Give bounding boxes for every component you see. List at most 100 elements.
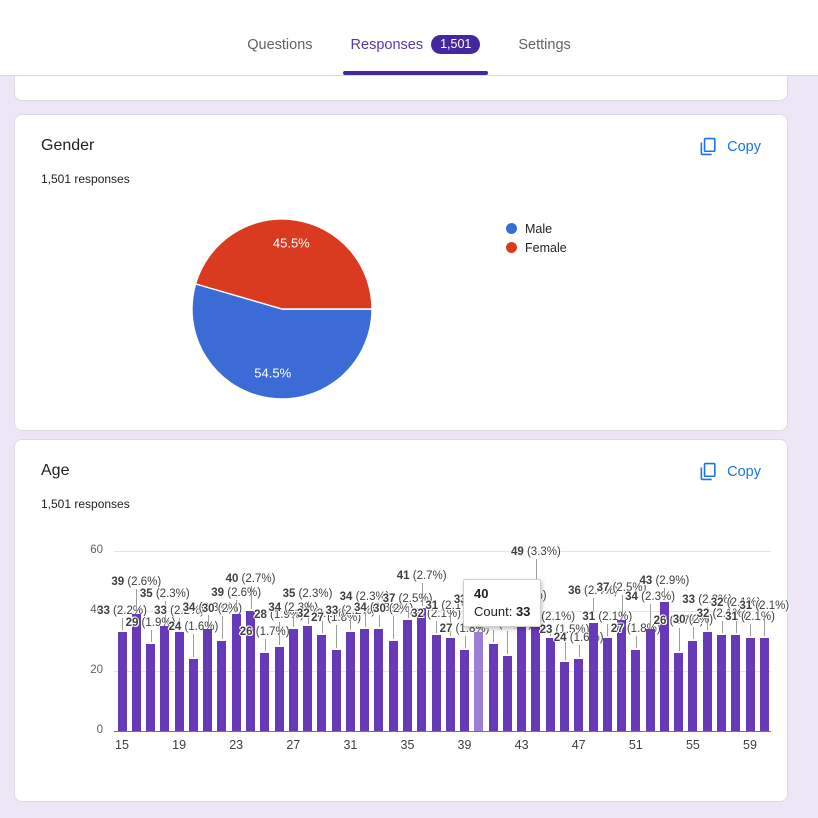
bar-age-27[interactable]: [288, 629, 298, 731]
x-axis-baseline: [114, 731, 771, 732]
bar-age-15[interactable]: [117, 632, 127, 731]
bar-age-59[interactable]: [745, 638, 755, 731]
bar-age-45[interactable]: [545, 638, 555, 731]
age-card: Age 1,501 responses Copy 40 Count: 33 0 2…: [14, 439, 790, 802]
annotation-stem: [535, 559, 537, 582]
bar-age-34[interactable]: [388, 641, 398, 731]
bar-age-21[interactable]: [203, 629, 213, 731]
bar-age-33[interactable]: [374, 629, 384, 731]
annotation-stem: [207, 615, 209, 627]
bar-age-30[interactable]: [331, 650, 341, 731]
x-axis-label: 19: [172, 738, 187, 752]
bar-age-52[interactable]: [645, 629, 655, 731]
bar-age-38[interactable]: [445, 638, 455, 731]
tab-settings[interactable]: Settings: [512, 14, 576, 75]
bar-age-57[interactable]: [717, 635, 726, 731]
bar-age-24[interactable]: [246, 611, 255, 731]
bar-age-37[interactable]: [431, 635, 441, 731]
bar-age-56[interactable]: [702, 632, 712, 731]
x-axis-label: 39: [457, 738, 472, 752]
male-legend-label: Male: [525, 221, 553, 236]
tooltip-count-value: 33: [515, 604, 531, 619]
bar-age-44[interactable]: [531, 584, 541, 731]
bar-age-58[interactable]: [731, 635, 741, 731]
bar-age-40[interactable]: [474, 632, 484, 731]
bar-age-50[interactable]: [617, 620, 626, 731]
tab-responses[interactable]: Responses 1,501: [342, 14, 489, 75]
bar-annotation: 37 (2.5%): [382, 593, 433, 605]
bar-age-42[interactable]: [502, 656, 512, 731]
bar-age-43[interactable]: [517, 617, 527, 731]
gender-copy-button[interactable]: Copy: [699, 137, 761, 156]
bar-annotation: 32 (2.1%): [696, 608, 747, 620]
bar-age-20[interactable]: [188, 659, 198, 731]
annotation-stem: [735, 610, 737, 633]
tab-questions[interactable]: Questions: [241, 14, 318, 75]
bar-age-60[interactable]: [759, 638, 769, 731]
bar-annotation: 33 (2.2%): [154, 605, 205, 617]
bar-age-16[interactable]: [131, 614, 141, 731]
bar-age-26[interactable]: [274, 647, 284, 731]
age-chart-stage: 40 Count: 33 0 20 40 60 33 (2.2%) 39 (2.6%) 29…: [15, 521, 790, 771]
annotation-stem: [578, 645, 580, 657]
bar-age-19[interactable]: [174, 632, 184, 731]
bar-age-47[interactable]: [574, 659, 584, 731]
bar-age-32[interactable]: [360, 629, 370, 731]
annotation-stem: [564, 637, 566, 660]
x-axis-label: 43: [514, 738, 529, 752]
bar-age-17[interactable]: [146, 644, 155, 731]
y-axis-label: 60: [90, 544, 103, 556]
annotation-stem: [421, 583, 423, 606]
bar-age-18[interactable]: [160, 626, 170, 731]
bar-age-51[interactable]: [631, 650, 641, 731]
active-tab-underline: [342, 71, 489, 75]
tabs: Questions Responses 1,501 Settings: [241, 0, 577, 75]
annotation-stem: [193, 634, 195, 657]
bar-annotation: 39 (2.6%): [111, 576, 162, 588]
annotation-stem: [164, 601, 166, 624]
bar-age-22[interactable]: [217, 641, 227, 731]
bar-annotation: 34 (2.3%): [182, 602, 233, 614]
x-axis-label: 55: [685, 738, 700, 752]
bar-age-41[interactable]: [488, 644, 498, 731]
pie-slice-male[interactable]: [191, 283, 373, 400]
bar-age-39[interactable]: [460, 650, 469, 731]
bar-annotation: 39 (2.6%): [211, 587, 262, 599]
bar-age-35[interactable]: [403, 620, 412, 731]
age-copy-button[interactable]: Copy: [699, 462, 761, 481]
annotation-stem: [635, 636, 637, 648]
pie-slice-percentage: 45.5%: [273, 235, 310, 250]
bar-annotation: 36 (2.4%): [568, 585, 618, 597]
bar-age-46[interactable]: [560, 662, 569, 731]
annotation-stem: [136, 589, 138, 612]
bar-age-55[interactable]: [688, 641, 698, 731]
annotation-stem: [407, 606, 409, 618]
bar-age-23[interactable]: [231, 614, 241, 731]
bar-age-48[interactable]: [588, 623, 598, 731]
bar-age-36[interactable]: [417, 608, 427, 731]
bar-age-28[interactable]: [303, 626, 312, 731]
pie-slice-female[interactable]: [194, 218, 373, 310]
bar-annotation: 34 (2.3%): [353, 602, 404, 614]
bar-age-29[interactable]: [317, 635, 327, 731]
annotation-stem: [393, 616, 395, 639]
bar-age-25[interactable]: [260, 653, 270, 731]
annotation-stem: [279, 622, 280, 645]
bar-annotation: 26 (1.7%): [653, 615, 704, 627]
bar-age-54[interactable]: [674, 653, 684, 731]
bar-annotation: 49 (3.3%): [510, 546, 561, 558]
male-legend-dot: [506, 223, 517, 234]
annotation-stem: [493, 630, 495, 642]
annotation-stem: [321, 621, 323, 633]
bar-age-53[interactable]: [659, 602, 669, 731]
x-axis-label: 15: [115, 738, 129, 752]
tab-responses-label: Responses: [350, 36, 424, 53]
annotation-stem: [678, 628, 680, 651]
tab-bar: Questions Responses 1,501 Settings: [0, 0, 818, 76]
bar-age-49[interactable]: [602, 638, 612, 731]
y-gridline: [114, 611, 771, 612]
x-axis-label: 23: [229, 738, 244, 752]
bar-annotation: 31 (2.1%): [739, 600, 790, 612]
bar-age-31[interactable]: [345, 632, 355, 731]
annotation-stem: [150, 630, 152, 642]
